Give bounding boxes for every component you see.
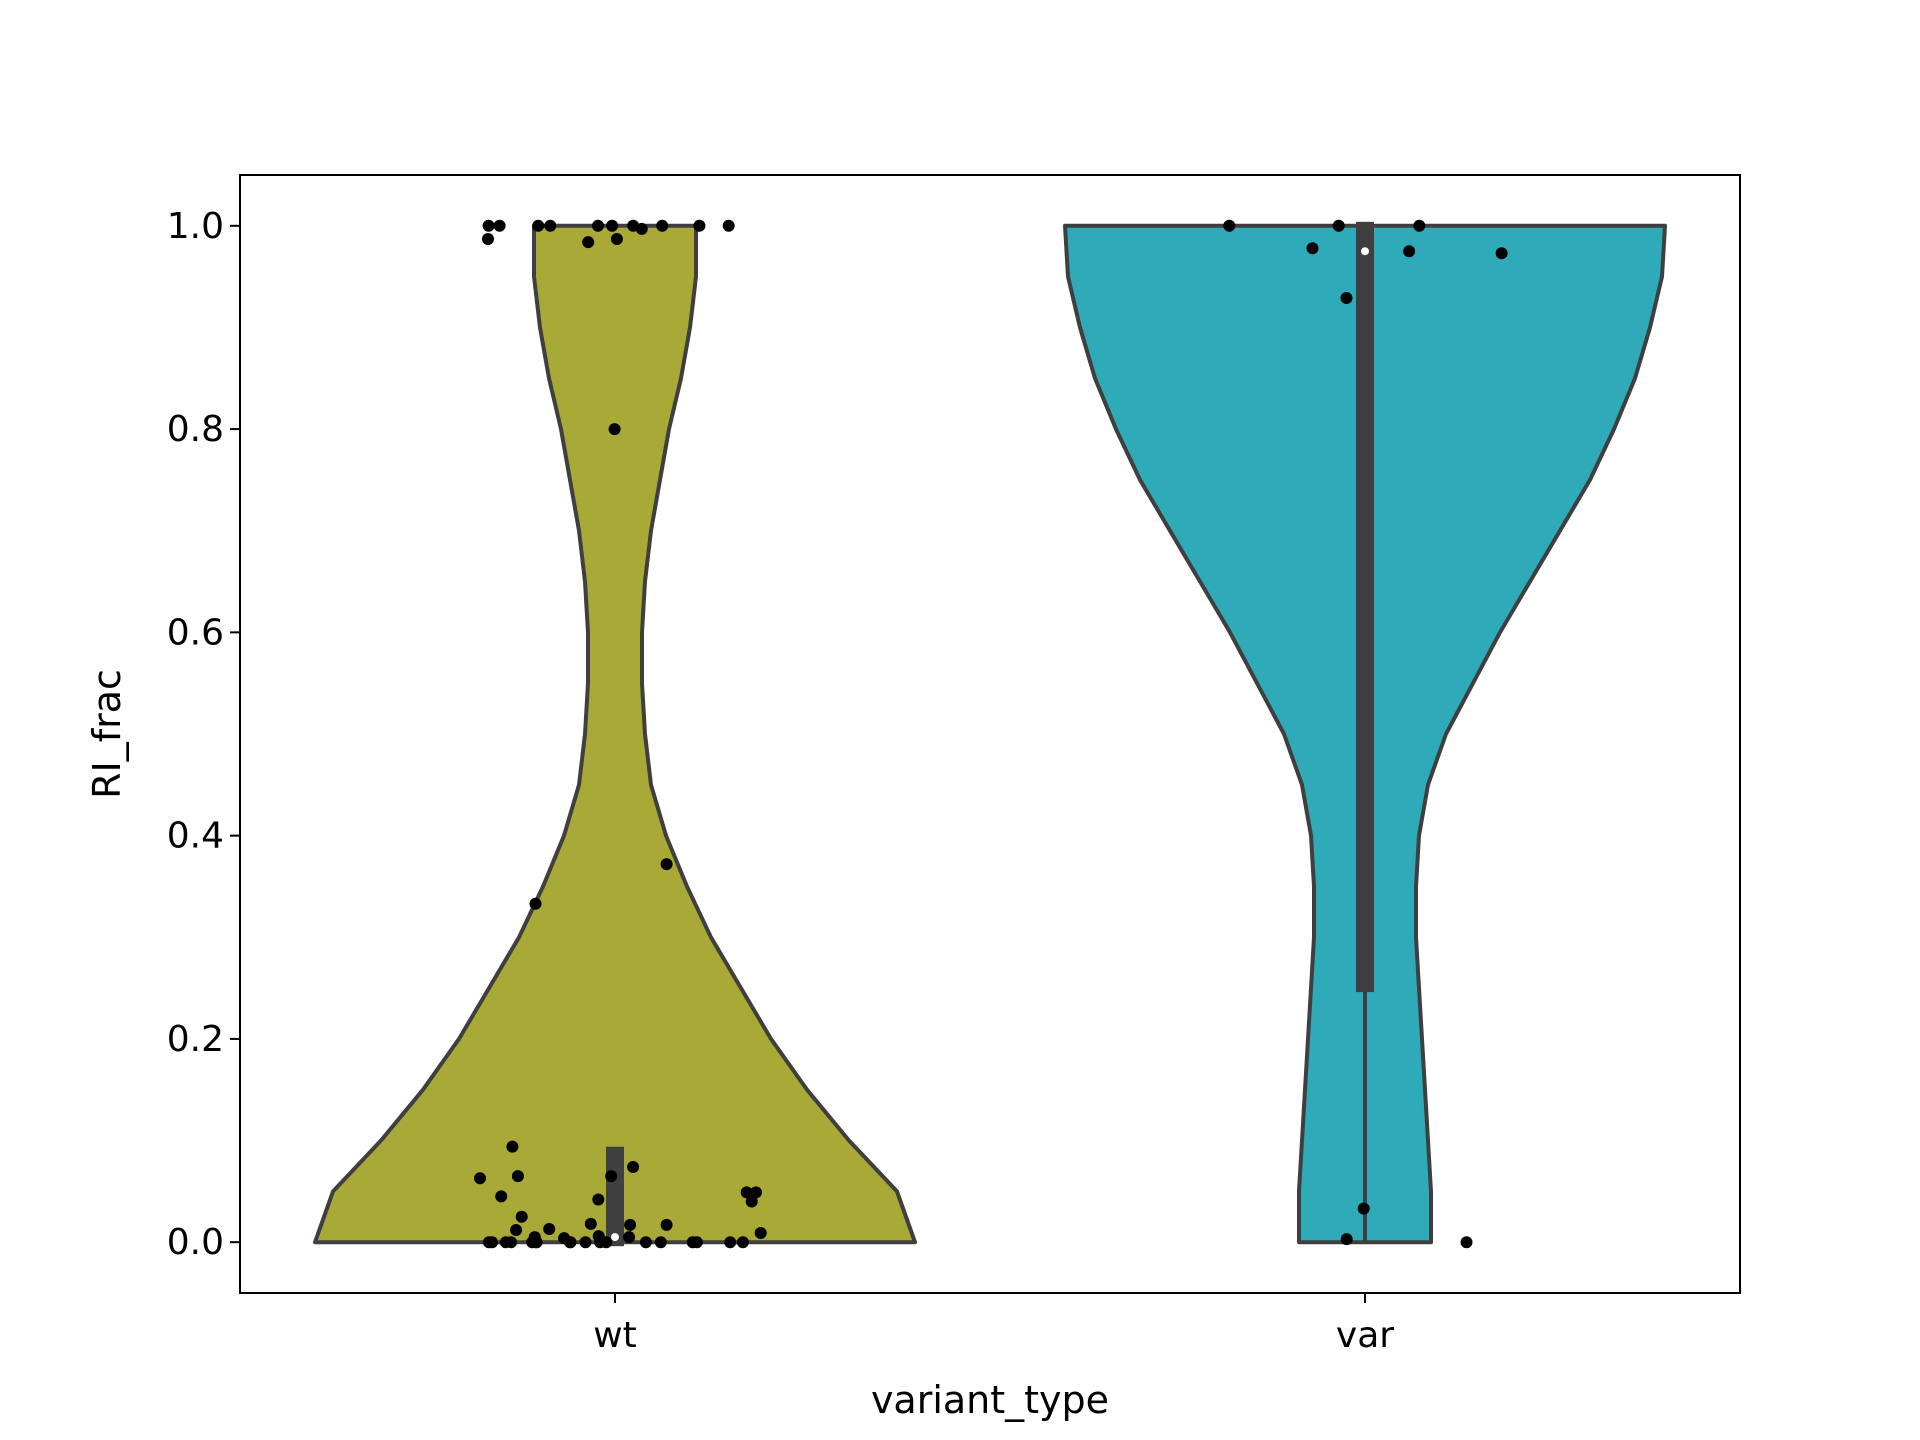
data-point bbox=[1413, 219, 1426, 232]
x-tick-label: wt bbox=[593, 1315, 637, 1356]
data-point bbox=[610, 233, 623, 245]
y-axis: 0.0 0.2 0.4 0.6 0.8 1.0 bbox=[167, 206, 240, 1263]
plot-frame bbox=[239, 174, 1741, 1294]
data-point bbox=[1403, 245, 1416, 258]
data-point bbox=[605, 1170, 618, 1183]
data-point bbox=[1340, 292, 1353, 304]
data-point bbox=[584, 1217, 597, 1230]
y-tick-label: 0.8 bbox=[167, 409, 224, 450]
data-point bbox=[493, 219, 506, 232]
y-tick-label: 0.6 bbox=[167, 612, 224, 653]
data-point bbox=[506, 1140, 519, 1153]
data-point bbox=[515, 1210, 528, 1223]
data-point bbox=[1340, 1233, 1353, 1246]
data-point bbox=[582, 236, 595, 249]
data-point bbox=[606, 219, 619, 232]
data-point bbox=[564, 1236, 576, 1249]
data-point bbox=[1332, 219, 1345, 232]
data-point bbox=[594, 1236, 607, 1249]
data-point bbox=[754, 1227, 767, 1239]
median-marker-wt bbox=[611, 1233, 619, 1242]
data-point bbox=[482, 233, 494, 245]
x-axis: wt var bbox=[593, 1293, 1394, 1356]
data-point bbox=[486, 1236, 499, 1249]
y-axis-label: RI_frac bbox=[85, 669, 129, 799]
x-tick-label: var bbox=[1336, 1315, 1394, 1356]
data-point bbox=[745, 1195, 758, 1208]
points-layer bbox=[474, 219, 1508, 1249]
y-tick-label: 0.2 bbox=[167, 1019, 224, 1060]
data-point bbox=[499, 1236, 512, 1249]
data-point bbox=[736, 1236, 749, 1249]
data-point bbox=[474, 1172, 486, 1185]
data-point bbox=[1306, 242, 1319, 255]
data-point bbox=[482, 219, 495, 232]
data-point bbox=[543, 1223, 556, 1235]
data-point bbox=[635, 222, 648, 235]
data-point bbox=[1223, 219, 1236, 232]
iqr-box-wt bbox=[606, 1146, 624, 1247]
data-point bbox=[579, 1236, 592, 1249]
data-point bbox=[623, 1231, 636, 1244]
data-point bbox=[592, 1193, 605, 1206]
iqr-box-var bbox=[1356, 221, 1374, 993]
data-point bbox=[660, 1218, 673, 1231]
data-point bbox=[686, 1236, 699, 1249]
data-point bbox=[740, 1186, 753, 1199]
data-point bbox=[592, 219, 604, 232]
y-tick-label: 0.4 bbox=[167, 816, 224, 857]
data-point bbox=[526, 1236, 539, 1249]
data-point bbox=[1495, 247, 1508, 260]
data-point bbox=[1460, 1236, 1473, 1249]
data-point bbox=[750, 1186, 762, 1199]
x-axis-label: variant_type bbox=[871, 1378, 1109, 1422]
data-point bbox=[624, 1218, 637, 1231]
data-point bbox=[656, 219, 669, 232]
y-tick-label: 1.0 bbox=[167, 206, 224, 247]
y-tick-label: 0.0 bbox=[167, 1222, 224, 1263]
data-point bbox=[511, 1170, 524, 1183]
data-point bbox=[608, 423, 621, 436]
data-point bbox=[654, 1236, 667, 1249]
data-point bbox=[627, 1161, 640, 1173]
data-point bbox=[532, 219, 545, 232]
data-point bbox=[510, 1224, 523, 1236]
data-point bbox=[722, 219, 735, 232]
data-point bbox=[693, 219, 706, 232]
data-point bbox=[639, 1236, 652, 1249]
data-point bbox=[660, 858, 673, 871]
data-point bbox=[1357, 1202, 1370, 1215]
box-layer bbox=[606, 221, 1374, 1247]
median-marker-var bbox=[1361, 247, 1369, 256]
data-point bbox=[544, 219, 557, 232]
data-point bbox=[529, 897, 542, 910]
data-point bbox=[724, 1236, 737, 1249]
data-point bbox=[495, 1190, 508, 1203]
